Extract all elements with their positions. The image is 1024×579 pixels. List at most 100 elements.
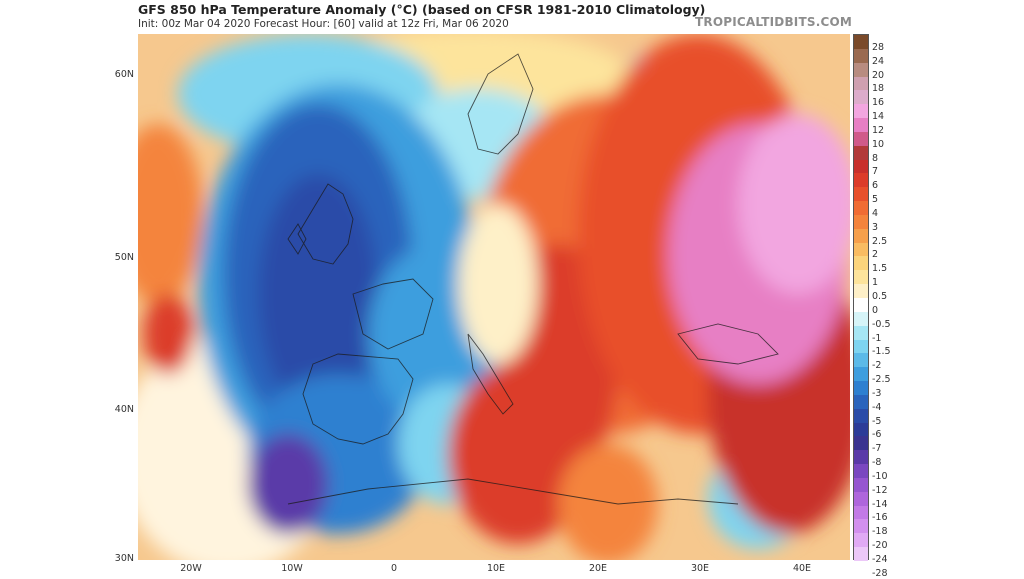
colorbar-segment	[854, 381, 868, 396]
colorbar-segment	[854, 339, 868, 354]
colorbar-segment	[854, 477, 868, 493]
map-canvas	[138, 34, 850, 560]
colorbar-label: 1.5	[872, 263, 888, 275]
colorbar-label: -0.5	[872, 318, 891, 330]
colorbar-segment	[854, 311, 868, 327]
colorbar-segment	[854, 533, 868, 548]
lon-label-10e: 10E	[486, 563, 506, 574]
colorbar-segment	[854, 491, 868, 507]
italy-outline	[467, 333, 514, 415]
colorbar-segment	[854, 76, 868, 91]
black-sea-outline	[677, 323, 779, 365]
colorbar-label: -2	[872, 360, 882, 372]
colorbar-label: 12	[872, 124, 885, 136]
colorbar-label: -16	[872, 512, 888, 524]
colorbar-label: -6	[872, 429, 882, 441]
colorbar-label: 3	[872, 221, 879, 233]
colorbar-label: 24	[872, 55, 885, 67]
colorbar-label: -12	[872, 484, 888, 496]
lon-label-10w: 10W	[281, 563, 303, 574]
colorbar-segment	[854, 270, 868, 285]
colorbar-label: 18	[872, 83, 885, 95]
colorbar-label: -10	[872, 470, 888, 482]
colorbar-segment	[854, 242, 868, 257]
colorbar-segment	[854, 145, 868, 161]
colorbar-segment	[854, 464, 868, 479]
colorbar-segment	[854, 62, 868, 77]
colorbar	[853, 34, 869, 562]
map-subtitle: Init: 00z Mar 04 2020 Forecast Hour: [60…	[138, 18, 509, 30]
colorbar-segment	[854, 187, 868, 202]
colorbar-label: -1	[872, 332, 882, 344]
colorbar-segment	[854, 298, 868, 313]
colorbar-label: 20	[872, 69, 885, 81]
france-outline	[352, 278, 434, 350]
map-title: GFS 850 hPa Temperature Anomaly (°C) (ba…	[138, 2, 706, 17]
anomaly-map[interactable]	[138, 34, 850, 560]
colorbar-segment	[854, 104, 868, 119]
colorbar-segment	[854, 547, 868, 562]
colorbar-segment	[854, 173, 868, 188]
colorbar-segment	[854, 367, 868, 382]
colorbar-segment	[854, 284, 868, 299]
lat-label-60n: 60N	[114, 69, 134, 80]
british-isles-outline	[297, 183, 354, 265]
colorbar-segment	[854, 48, 868, 64]
colorbar-segment	[854, 422, 868, 437]
lat-label-50n: 50N	[114, 252, 134, 263]
colorbar-segment	[854, 450, 868, 465]
colorbar-label: 0	[872, 304, 879, 316]
colorbar-label: 2	[872, 249, 879, 261]
colorbar-label: 4	[872, 207, 879, 219]
colorbar-label: 1	[872, 277, 879, 289]
colorbar-label: -20	[872, 540, 888, 552]
colorbar-label: -4	[872, 401, 882, 413]
colorbar-segment	[854, 394, 868, 410]
colorbar-label: 28	[872, 41, 885, 53]
north-africa-coast	[287, 478, 739, 505]
colorbar-segment	[854, 35, 868, 50]
colorbar-label: 8	[872, 152, 879, 164]
colorbar-segment	[854, 256, 868, 271]
colorbar-segment	[854, 325, 868, 340]
colorbar-label: 6	[872, 180, 879, 192]
colorbar-segment	[854, 228, 868, 244]
colorbar-label: -7	[872, 443, 882, 455]
colorbar-label: -14	[872, 498, 888, 510]
colorbar-segment	[854, 519, 868, 534]
colorbar-segment	[854, 505, 868, 520]
colorbar-label: -24	[872, 554, 888, 565]
colorbar-segment	[854, 436, 868, 451]
lon-label-20e: 20E	[588, 563, 608, 574]
colorbar-label: 14	[872, 111, 885, 123]
colorbar-label: 7	[872, 166, 879, 178]
colorbar-label: -1.5	[872, 346, 891, 358]
colorbar-segment	[854, 131, 868, 147]
colorbar-label: -18	[872, 526, 888, 538]
lat-label-30n: 30N	[114, 553, 134, 564]
lat-label-40n: 40N	[114, 404, 134, 415]
brand-watermark: TROPICALTIDBITS.COM	[695, 15, 852, 29]
colorbar-label: 5	[872, 194, 879, 206]
colorbar-segment	[854, 159, 868, 174]
lon-label-20w: 20W	[180, 563, 202, 574]
colorbar-segment	[854, 408, 868, 424]
colorbar-segment	[854, 201, 868, 216]
scandinavia-outline	[467, 53, 534, 155]
colorbar-label: 2.5	[872, 235, 888, 247]
colorbar-label: 16	[872, 97, 885, 109]
lon-label-40e: 40E	[792, 563, 812, 574]
colorbar-segment	[854, 214, 868, 230]
colorbar-label: -2.5	[872, 374, 891, 386]
colorbar-segment	[854, 353, 868, 368]
colorbar-label: -8	[872, 457, 882, 469]
colorbar-segment	[854, 90, 868, 105]
lon-label-0: 0	[390, 563, 398, 574]
lon-label-30e: 30E	[690, 563, 710, 574]
iberia-outline	[302, 353, 414, 445]
colorbar-label: -5	[872, 415, 882, 427]
colorbar-label: 0.5	[872, 291, 888, 302]
ireland-outline	[287, 223, 307, 255]
colorbar-label: -28	[872, 567, 888, 579]
colorbar-segment	[854, 118, 868, 133]
